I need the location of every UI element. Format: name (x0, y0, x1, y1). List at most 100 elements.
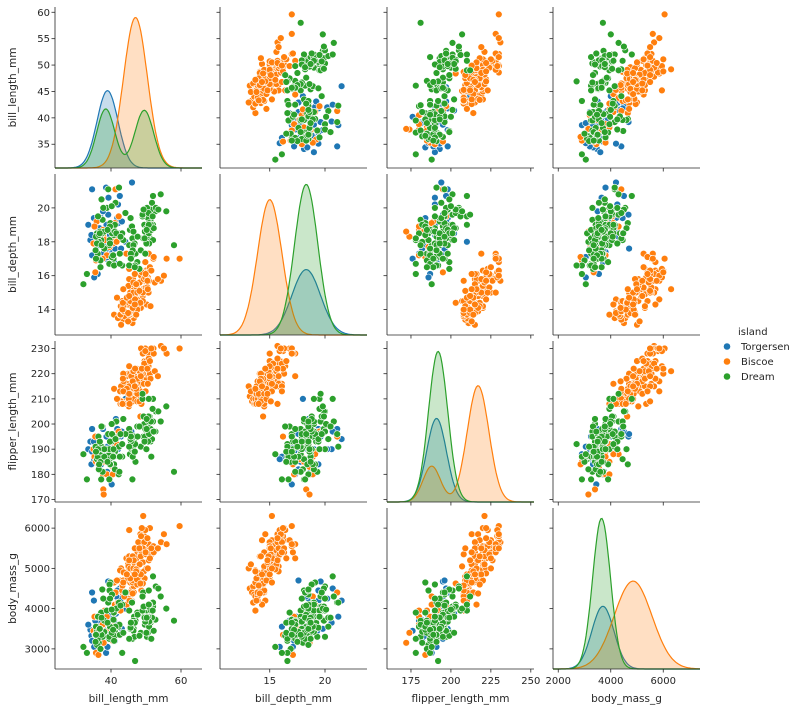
point-biscoe (146, 554, 154, 562)
point-biscoe (468, 530, 476, 538)
point-dream (140, 437, 149, 446)
point-dream (116, 430, 125, 438)
point-dream (609, 57, 618, 65)
point-biscoe (482, 77, 490, 86)
point-biscoe (646, 372, 654, 380)
point-dream (310, 395, 318, 403)
kde-fill-torgersen (220, 269, 367, 335)
point-dream (315, 51, 324, 59)
point-biscoe (487, 263, 495, 271)
point-biscoe (405, 629, 414, 637)
point-dream (440, 588, 449, 597)
point-dream (290, 110, 298, 119)
point-dream (97, 241, 106, 249)
point-dream (604, 475, 612, 484)
point-dream (450, 60, 458, 68)
point-biscoe (263, 86, 272, 95)
point-dream (109, 251, 117, 260)
x-axis-label-body_mass_g: body_mass_g (591, 693, 662, 705)
point-biscoe (268, 95, 276, 104)
point-dream (103, 458, 112, 466)
y-tick-label: 170 (31, 495, 50, 506)
point-biscoe (123, 570, 131, 579)
point-biscoe (643, 270, 652, 278)
point-dream (432, 246, 441, 255)
point-dream (334, 101, 342, 110)
point-dream (601, 212, 610, 221)
y-tick-label: 190 (31, 445, 50, 456)
point-biscoe (273, 365, 282, 373)
legend-marker-torgersen (723, 342, 731, 351)
point-dream (288, 631, 296, 639)
point-dream (154, 584, 163, 593)
point-dream (149, 192, 157, 200)
point-dream (133, 432, 142, 441)
point-dream (609, 440, 618, 448)
point-dream (619, 229, 627, 238)
y-axis-label-body_mass_g: body_mass_g (7, 553, 19, 624)
point-biscoe (624, 95, 632, 104)
point-biscoe (474, 589, 482, 598)
point-dream (607, 106, 615, 114)
point-biscoe (634, 402, 642, 411)
point-dream (463, 572, 471, 581)
point-dream (282, 78, 290, 86)
kde-fill-dream (55, 109, 202, 168)
panel-bill_depth_mm-vs-flipper_length_mm (216, 341, 367, 506)
point-torgersen (128, 178, 136, 187)
point-biscoe (605, 311, 614, 319)
point-torgersen (84, 221, 93, 229)
point-torgersen (88, 425, 96, 433)
point-dream (100, 445, 109, 453)
point-biscoe (118, 400, 127, 408)
point-biscoe (245, 98, 253, 107)
point-dream (421, 578, 429, 587)
point-dream (306, 635, 315, 643)
point-biscoe (476, 96, 484, 104)
point-dream (591, 95, 599, 104)
point-dream (306, 618, 315, 627)
point-biscoe (282, 554, 290, 562)
point-biscoe (495, 530, 503, 538)
point-biscoe (268, 512, 276, 520)
point-biscoe (288, 540, 296, 548)
point-dream (143, 425, 151, 433)
x-tick-label: 175 (401, 676, 420, 687)
point-dream (458, 207, 466, 216)
point-dream (321, 633, 329, 641)
point-biscoe (252, 88, 261, 96)
point-dream (619, 422, 627, 431)
point-biscoe (258, 382, 266, 390)
point-biscoe (125, 526, 133, 534)
y-tick-label: 50 (37, 61, 50, 72)
point-biscoe (461, 544, 469, 552)
point-biscoe (251, 567, 260, 576)
point-biscoe (263, 390, 272, 398)
point-dream (142, 445, 151, 453)
point-biscoe (154, 544, 162, 552)
point-torgersen (424, 273, 433, 282)
point-biscoe (154, 275, 162, 283)
point-torgersen (310, 148, 318, 156)
panel-body_mass_g-vs-flipper_length_mm (549, 341, 700, 506)
point-dream (319, 30, 327, 39)
point-biscoe (609, 380, 618, 388)
point-dream (466, 66, 474, 75)
x-tick-label: 200 (441, 676, 460, 687)
point-biscoe (624, 285, 632, 293)
point-dream (620, 407, 628, 416)
point-biscoe (625, 294, 633, 302)
point-biscoe (655, 344, 663, 353)
panel-flipper_length_mm-vs-bill_depth_mm (383, 174, 534, 339)
point-dream (431, 612, 439, 621)
point-dream (121, 588, 130, 597)
point-dream (416, 241, 425, 249)
point-biscoe (131, 300, 139, 309)
point-biscoe (143, 277, 152, 285)
point-biscoe (258, 536, 266, 544)
point-biscoe (471, 538, 479, 546)
point-dream (597, 263, 606, 271)
point-dream (119, 629, 128, 637)
point-dream (282, 130, 290, 138)
point-biscoe (659, 55, 667, 63)
